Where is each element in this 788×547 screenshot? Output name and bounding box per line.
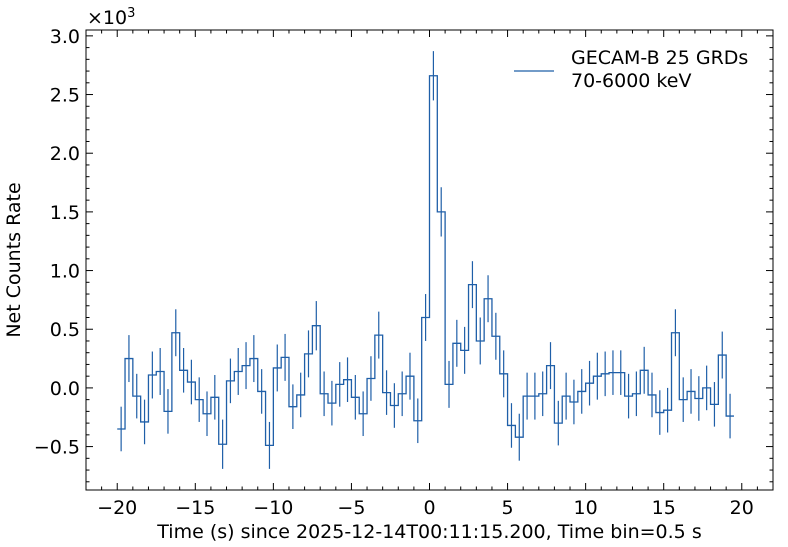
x-tick-label: −5 [337,497,365,519]
legend: GECAM-B 25 GRDs 70-6000 keV [514,47,748,92]
legend-label-line1: GECAM-B 25 GRDs [571,47,748,69]
x-axis-label: Time (s) since 2025-12-14T00:11:15.200, … [156,521,701,543]
y-tick-label: 1.5 [50,202,80,224]
x-tick-label: −10 [253,497,293,519]
plot-layer [117,51,734,469]
x-tick-label: 5 [502,497,514,519]
x-tick-label: 15 [652,497,676,519]
y-axis-scale-exponent: 3 [127,6,135,21]
y-tick-label: 2.0 [50,143,80,165]
x-tick-label: −20 [97,497,137,519]
y-tick-label: −0.5 [34,437,80,459]
y-tick-label: 0.5 [50,319,80,341]
y-tick-label: 0.0 [50,378,80,400]
y-axis-label: Net Counts Rate [3,182,25,337]
x-tick-label: −15 [175,497,215,519]
ticks-layer: −20 −15 −10 −5 0 5 10 15 20 −0.5 0.0 0.5 1.0 1.5 2.0 2.… [34,26,774,519]
x-tick-label: 20 [730,497,754,519]
x-tick-label: 0 [423,497,435,519]
histogram-step-line [117,75,734,447]
y-tick-label: 1.0 [50,261,80,283]
x-tick-label: 10 [574,497,598,519]
y-tick-label: 3.0 [50,26,80,48]
y-axis-scale-factor: ×103 [87,6,135,29]
legend-label-line2: 70-6000 keV [571,70,691,92]
y-tick-label: 2.5 [50,85,80,107]
y-axis-scale-base: ×10 [87,7,127,29]
